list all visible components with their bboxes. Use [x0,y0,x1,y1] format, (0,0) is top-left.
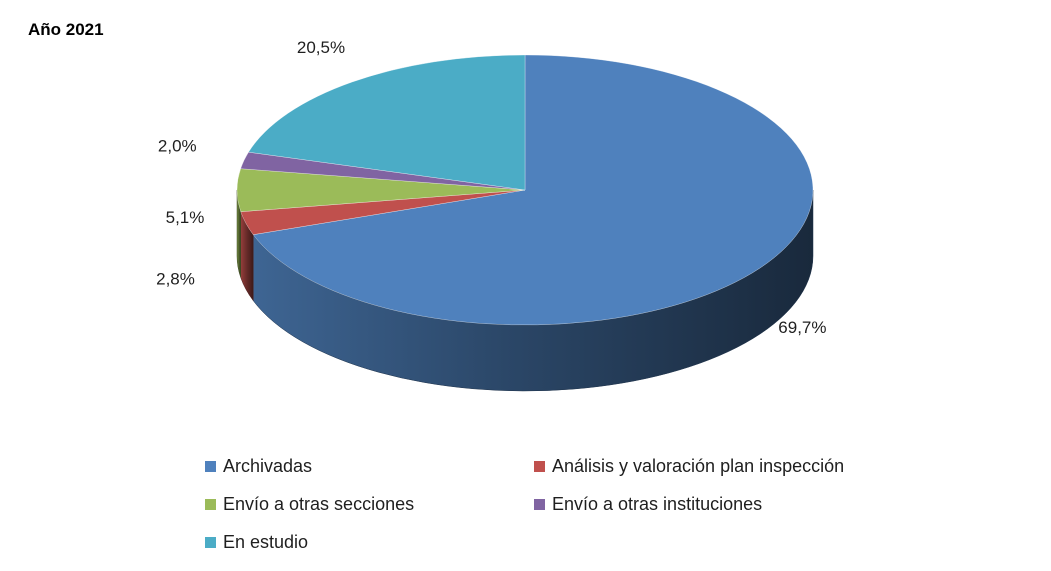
data-label-archivadas: 69,7% [778,318,826,337]
pie-slice-en-estudio [248,54,526,191]
chart-title: Año 2021 [28,20,104,39]
data-label-env-o-a-otras-instituciones: 2,0% [158,137,197,156]
data-label-en-estudio: 20,5% [297,38,345,57]
data-label-an-lisis-y-valoraci-n-plan-inspecci-n: 2,8% [156,269,195,288]
data-label-env-o-a-otras-secciones: 5,1% [166,208,205,227]
pie-slice-archivadas [252,54,814,326]
